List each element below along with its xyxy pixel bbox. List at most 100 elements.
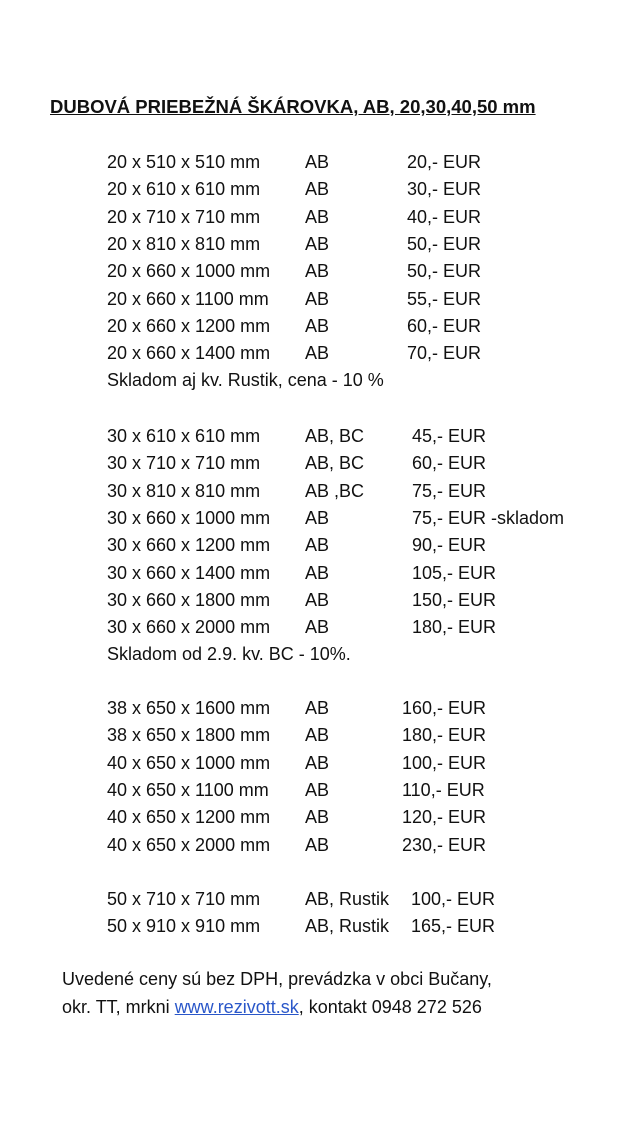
dim-cell: 40 x 650 x 1000 mm	[107, 752, 271, 773]
table-row: 20 x 610 x 610 mm AB 30,- EUR	[0, 179, 640, 206]
dim-cell: 20 x 710 x 710 mm	[107, 206, 261, 227]
table-row: 38 x 650 x 1800 mm AB 180,- EUR	[0, 725, 640, 752]
table-row: 40 x 650 x 1200 mm AB 120,- EUR	[0, 807, 640, 834]
dim-cell: 20 x 660 x 1100 mm	[107, 288, 269, 309]
price-cell: 60,- EUR	[407, 315, 482, 336]
dim-cell: 20 x 660 x 1200 mm	[107, 315, 271, 336]
grade-cell: AB ,BC	[305, 480, 365, 501]
dim-cell: 20 x 610 x 610 mm	[107, 179, 261, 200]
table-row: 20 x 710 x 710 mm AB 40,- EUR	[0, 207, 640, 234]
grade-cell: AB	[305, 807, 330, 828]
price-cell: 55,- EUR	[407, 288, 482, 309]
website-link[interactable]: www.rezivott.sk	[174, 996, 299, 1017]
table-row: 20 x 510 x 510 mm AB 20,- EUR	[0, 152, 640, 179]
table-row: 30 x 810 x 810 mm AB ,BC 75,- EUR	[0, 481, 640, 508]
footer-text: okr. TT, mrkni	[62, 996, 175, 1017]
grade-cell: AB	[305, 725, 330, 746]
table-row: 40 x 650 x 1000 mm AB 100,- EUR	[0, 753, 640, 780]
grade-cell: AB, Rustik	[305, 889, 390, 909]
footer-line-2: okr. TT, mrkni www.rezivott.sk, kontakt …	[62, 994, 492, 1022]
grade-cell: AB	[305, 617, 330, 638]
dim-cell: 20 x 660 x 1400 mm	[107, 343, 271, 364]
price-cell: 165,- EUR	[411, 916, 496, 937]
grade-cell: AB	[305, 507, 330, 528]
price-cell: 75,- EUR	[412, 480, 487, 501]
price-cell: 30,- EUR	[407, 179, 482, 200]
price-cell: 100,- EUR	[411, 889, 496, 909]
grade-cell: AB	[305, 779, 330, 800]
grade-cell: AB	[305, 834, 330, 855]
dim-cell: 30 x 660 x 1000 mm	[107, 507, 271, 528]
grade-cell: AB	[305, 562, 330, 583]
dim-cell: 30 x 660 x 1400 mm	[107, 562, 271, 583]
dim-cell: 20 x 660 x 1000 mm	[107, 261, 271, 282]
dim-cell: 50 x 710 x 710 mm	[107, 889, 261, 909]
table-row: 20 x 660 x 1100 mm AB 55,- EUR	[0, 289, 640, 316]
grade-cell: AB	[305, 179, 330, 200]
grade-cell: AB	[305, 343, 330, 364]
price-cell: 105,- EUR	[412, 562, 497, 583]
price-cell: 160,- EUR	[402, 698, 487, 718]
price-cell: 230,- EUR	[402, 834, 487, 855]
grade-cell: AB	[305, 206, 330, 227]
price-cell: 70,- EUR	[407, 343, 482, 364]
dim-cell: 30 x 660 x 1800 mm	[107, 589, 271, 610]
price-cell: 60,- EUR	[412, 453, 487, 474]
grade-cell: AB, BC	[305, 453, 365, 474]
table-row: 30 x 660 x 1000 mm AB 75,- EUR -skladom	[0, 508, 640, 535]
grade-cell: AB	[305, 233, 330, 254]
grade-cell: AB	[305, 152, 330, 172]
grade-cell: AB	[305, 315, 330, 336]
table-row: 40 x 650 x 2000 mm AB 230,- EUR	[0, 835, 640, 862]
grade-cell: AB	[305, 288, 330, 309]
table-row: 50 x 910 x 910 mm AB, Rustik 165,- EUR	[0, 916, 640, 943]
price-cell: 150,- EUR	[412, 589, 497, 610]
dim-cell: 38 x 650 x 1600 mm	[107, 698, 271, 718]
dim-cell: 30 x 610 x 610 mm	[107, 426, 261, 446]
grade-cell: AB	[305, 698, 330, 718]
price-cell: 50,- EUR	[407, 233, 482, 254]
dim-cell: 20 x 510 x 510 mm	[107, 152, 261, 172]
grade-cell: AB	[305, 261, 330, 282]
dim-cell: 30 x 810 x 810 mm	[107, 480, 261, 501]
grade-cell: AB	[305, 535, 330, 556]
table-row: 30 x 660 x 1400 mm AB 105,- EUR	[0, 563, 640, 590]
table-row: 40 x 650 x 1100 mm AB 110,- EUR	[0, 780, 640, 807]
table-row: 30 x 610 x 610 mm AB, BC 45,- EUR	[0, 426, 640, 453]
section-note: Skladom od 2.9. kv. BC - 10%.	[107, 644, 351, 665]
price-cell: 75,- EUR -skladom	[412, 507, 565, 528]
price-cell: 90,- EUR	[412, 535, 487, 556]
grade-cell: AB	[305, 752, 330, 773]
price-cell: 45,- EUR	[412, 426, 487, 446]
grade-cell: AB, Rustik	[305, 916, 390, 937]
price-cell: 100,- EUR	[402, 752, 487, 773]
table-row: 30 x 660 x 2000 mm AB 180,- EUR	[0, 617, 640, 644]
table-row: 20 x 660 x 1200 mm AB 60,- EUR	[0, 316, 640, 343]
grade-cell: AB, BC	[305, 426, 365, 446]
section-note: Skladom aj kv. Rustik, cena - 10 %	[107, 370, 384, 391]
dim-cell: 30 x 660 x 2000 mm	[107, 617, 271, 638]
table-row: 30 x 660 x 1200 mm AB 90,- EUR	[0, 535, 640, 562]
table-row: 30 x 710 x 710 mm AB, BC 60,- EUR	[0, 453, 640, 480]
price-cell: 110,- EUR	[402, 779, 485, 800]
price-cell: 180,- EUR	[402, 725, 487, 746]
footer-contact: , kontakt 0948 272 526	[298, 996, 482, 1017]
table-row: 50 x 710 x 710 mm AB, Rustik 100,- EUR	[0, 889, 640, 916]
table-row: 20 x 810 x 810 mm AB 50,- EUR	[0, 234, 640, 261]
dim-cell: 40 x 650 x 1100 mm	[107, 779, 269, 800]
dim-cell: 40 x 650 x 2000 mm	[107, 834, 271, 855]
dim-cell: 40 x 650 x 1200 mm	[107, 807, 271, 828]
footer: Uvedené ceny sú bez DPH, prevádzka v obc…	[62, 966, 492, 1021]
dim-cell: 30 x 710 x 710 mm	[107, 453, 261, 474]
dim-cell: 50 x 910 x 910 mm	[107, 916, 261, 937]
grade-cell: AB	[305, 589, 330, 610]
price-cell: 40,- EUR	[407, 206, 482, 227]
dim-cell: 38 x 650 x 1800 mm	[107, 725, 271, 746]
dim-cell: 20 x 810 x 810 mm	[107, 233, 261, 254]
price-cell: 180,- EUR	[412, 617, 497, 638]
footer-line-1: Uvedené ceny sú bez DPH, prevádzka v obc…	[62, 969, 492, 989]
page-title: DUBOVÁ PRIEBEŽNÁ ŠKÁROVKA, AB, 20,30,40,…	[50, 96, 536, 117]
table-row: 20 x 660 x 1000 mm AB 50,- EUR	[0, 261, 640, 288]
price-cell: 120,- EUR	[402, 807, 487, 828]
table-row: 30 x 660 x 1800 mm AB 150,- EUR	[0, 590, 640, 617]
